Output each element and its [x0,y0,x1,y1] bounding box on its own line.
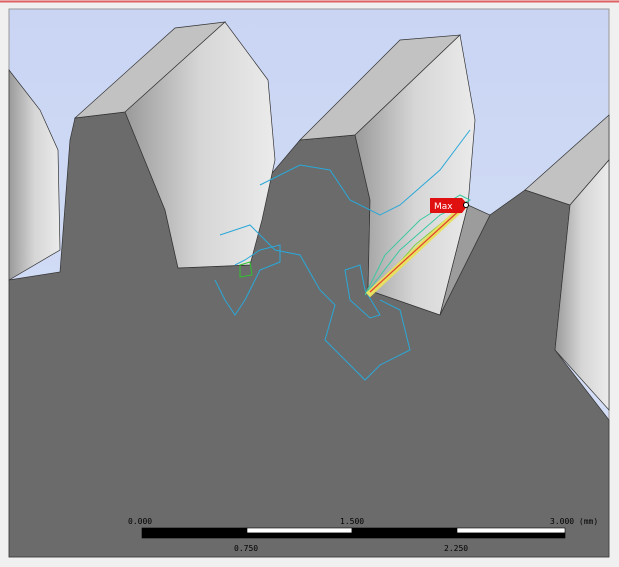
max-probe [430,198,462,213]
scale-label: 0.750 [234,544,258,553]
stress-contours [214,129,472,381]
contour [219,224,411,381]
contour [364,194,472,296]
scale-segment [351,527,458,539]
scale-label: 3.000 (mm) [550,517,598,526]
contour [214,244,281,316]
contour [344,264,381,319]
tooth-face [554,159,610,411]
scale-segment [141,527,248,539]
contour [239,261,253,278]
max-point [463,202,469,208]
scale-segment [456,527,566,534]
max-label: Max [434,202,453,212]
scale-label: 2.250 [444,544,468,553]
scale-segment [456,532,566,539]
tooth-face [124,21,276,269]
tooth-face [439,204,491,316]
scale-segment [246,527,353,534]
scale-segment [246,532,353,539]
stress-peak [369,207,463,293]
scale-bar [141,527,566,539]
gear [8,21,610,558]
scale-label: 1.500 [340,517,364,526]
scale-label: 0.000 [128,517,152,526]
contour [259,129,471,216]
tooth-face [8,68,61,281]
